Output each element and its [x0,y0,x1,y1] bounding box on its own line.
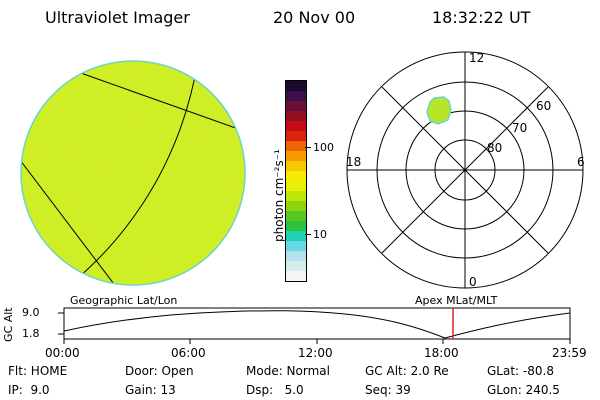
geo-grid-line [77,71,245,132]
colorbar-segment [286,261,306,271]
colorbar-segment [286,101,306,111]
time-readout: 18:32:22 UT [432,8,531,27]
colorbar-tick-mark [305,234,311,235]
polar-diagonal [381,86,549,254]
colorbar-segment [286,241,306,251]
colorbar-segment [286,251,306,261]
altitude-curve [63,310,571,339]
colorbar-segment [286,271,306,281]
colorbar-segment [286,151,306,161]
colorbar-tick-10: 10 [313,228,327,241]
geo-grid-line [21,159,121,285]
colorbar-tick-100: 100 [313,141,334,154]
colorbar-segment [286,221,306,231]
timeline-xtick-0600: 06:00 [171,346,206,360]
mlt-label-6: 6 [577,155,585,169]
timeline-axis-label: GC Alt [2,307,15,342]
timeline-ytick-low: 1.8 [22,327,40,340]
status-gc-alt: GC Alt: 2.0 Re [365,364,449,378]
status-door: Door: Open [125,364,194,378]
timeline-xtick-2359: 23:59 [552,346,587,360]
mlat-label-80: 80 [487,141,502,155]
colorbar-tick-mark [305,147,311,148]
app-title: Ultraviolet Imager [45,8,190,27]
mlat-label-70: 70 [512,121,527,135]
status-dsp: Dsp: 5.0 [246,383,304,397]
colorbar-units-label: photon cm⁻²s⁻¹ [272,149,286,242]
aurora-patch [426,96,452,125]
timeline-xtick-0000: 00:00 [45,346,80,360]
colorbar [285,80,307,282]
colorbar-segment [286,131,306,141]
colorbar-segment [286,161,306,171]
mlt-label-12: 12 [469,51,484,65]
colorbar-segment [286,121,306,131]
colorbar-segment [286,141,306,151]
status-ip: IP: 9.0 [8,383,50,397]
status-gain: Gain: 13 [125,383,176,397]
colorbar-segment [286,191,306,201]
date-readout: 20 Nov 00 [273,8,356,27]
timeline-plot [58,307,571,344]
mlat-label-60: 60 [536,99,551,113]
timeline-xtick-1200: 12:00 [298,346,333,360]
colorbar-segment [286,171,306,181]
timeline-left-label: Geographic Lat/Lon [70,294,178,307]
mlt-label-0: 0 [469,275,477,289]
timeline-right-label: Apex MLat/MLT [415,294,498,307]
timeline-xtick-1800: 18:00 [424,346,459,360]
colorbar-segment [286,201,306,211]
colorbar-segment [286,91,306,101]
polar-plot: 12 18 6 0 60 70 80 [346,51,585,289]
status-seq: Seq: 39 [365,383,411,397]
colorbar-segment [286,81,306,91]
colorbar-segment [286,231,306,241]
timeline-ytick-high: 9.0 [22,306,40,319]
uv-image-disk [20,60,246,286]
mlt-label-18: 18 [346,155,361,169]
status-glon: GLon: 240.5 [487,383,560,397]
disk-rim [20,60,246,286]
status-mode: Mode: Normal [246,364,330,378]
status-filter: Flt: HOME [8,364,68,378]
colorbar-segment [286,211,306,221]
colorbar-segment [286,181,306,191]
status-glat: GLat: -80.8 [487,364,554,378]
timeline-frame [63,307,571,340]
colorbar-segment [286,111,306,121]
